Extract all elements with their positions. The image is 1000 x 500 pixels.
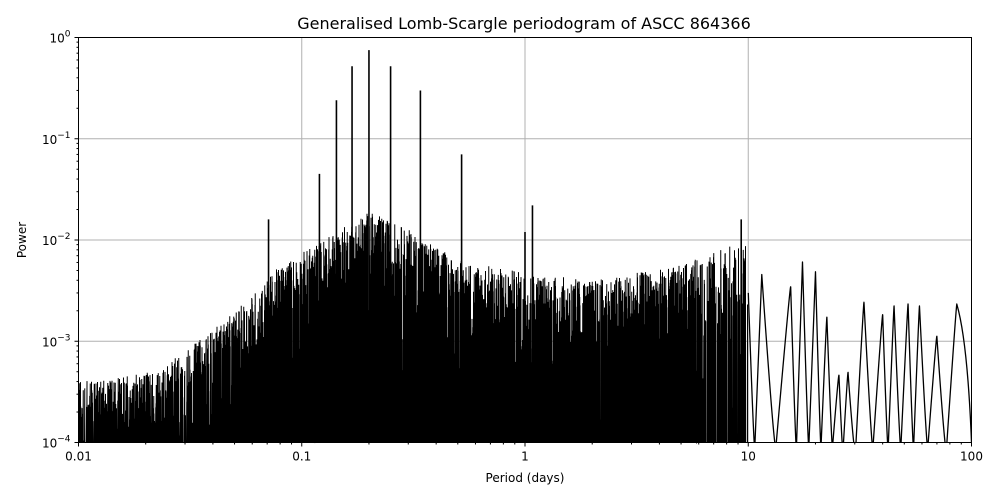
y-tick-label: 10−3 xyxy=(42,333,71,349)
x-tick-label: 0.1 xyxy=(292,450,311,464)
x-axis-label: Period (days) xyxy=(486,471,565,485)
y-axis-label: Power xyxy=(15,222,29,258)
y-tick-label: 10−1 xyxy=(42,131,71,147)
x-axis-ticks: 0.01 0.1 1 10 100 xyxy=(65,442,983,464)
chart-title: Generalised Lomb-Scargle periodogram of … xyxy=(297,14,751,33)
y-axis-ticks: 10−4 10−3 10−2 10−1 100 xyxy=(42,30,79,451)
x-tick-label: 1 xyxy=(521,450,529,464)
x-tick-label: 10 xyxy=(741,450,756,464)
y-tick-label: 100 xyxy=(49,30,70,46)
y-tick-label: 10−4 xyxy=(42,435,71,451)
x-tick-label: 100 xyxy=(960,450,983,464)
periodogram-line xyxy=(78,50,972,445)
x-tick-label: 0.01 xyxy=(65,450,92,464)
y-tick-label: 10−2 xyxy=(42,232,71,248)
